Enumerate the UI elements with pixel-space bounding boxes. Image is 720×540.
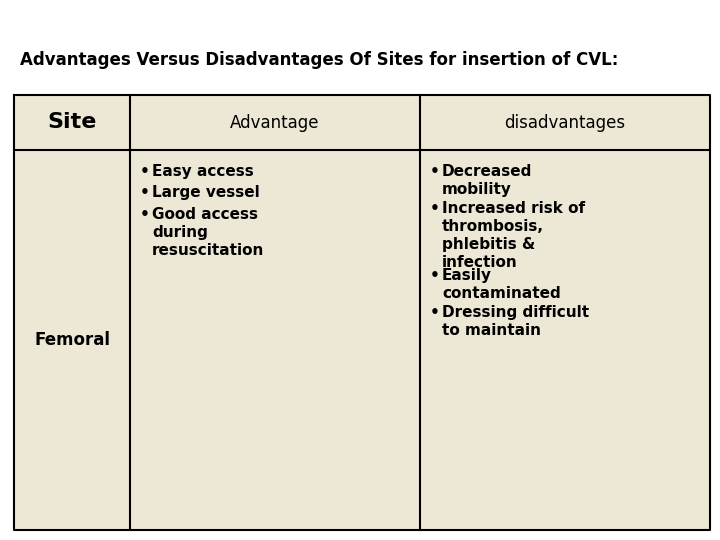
Text: disadvantages: disadvantages xyxy=(505,113,626,132)
Text: Large vessel: Large vessel xyxy=(152,185,260,200)
Text: Easy access: Easy access xyxy=(152,164,253,179)
Text: Dressing difficult
to maintain: Dressing difficult to maintain xyxy=(442,305,589,338)
Text: Decreased
mobility: Decreased mobility xyxy=(442,164,532,197)
Text: Site: Site xyxy=(48,112,96,132)
Text: Femoral: Femoral xyxy=(34,331,110,349)
Text: •: • xyxy=(430,268,440,284)
Bar xyxy=(14,95,710,530)
Text: •: • xyxy=(430,305,440,320)
Text: •: • xyxy=(140,207,150,222)
Text: •: • xyxy=(140,185,150,200)
Text: Good access
during
resuscitation: Good access during resuscitation xyxy=(152,207,264,258)
Text: Easily
contaminated: Easily contaminated xyxy=(442,268,561,301)
Text: Advantage: Advantage xyxy=(230,113,320,132)
Text: Increased risk of
thrombosis,
phlebitis &
infection: Increased risk of thrombosis, phlebitis … xyxy=(442,201,585,270)
Text: •: • xyxy=(430,201,440,216)
Text: •: • xyxy=(140,164,150,179)
Text: •: • xyxy=(430,164,440,179)
Text: Advantages Versus Disadvantages Of Sites for insertion of CVL:: Advantages Versus Disadvantages Of Sites… xyxy=(20,51,618,69)
